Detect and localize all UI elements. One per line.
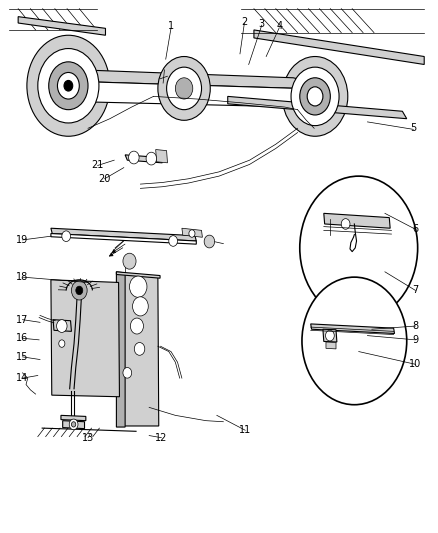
Polygon shape [63,421,85,429]
Text: 7: 7 [412,286,419,295]
Circle shape [71,422,76,427]
Circle shape [169,236,177,246]
Circle shape [129,151,139,164]
Text: 12: 12 [155,433,168,443]
Circle shape [300,176,418,320]
Text: 19: 19 [16,235,28,245]
Polygon shape [61,415,86,421]
Polygon shape [51,233,196,244]
Circle shape [49,62,88,110]
Text: 14: 14 [16,373,28,383]
Text: 4: 4 [276,21,283,31]
Polygon shape [79,70,315,88]
Circle shape [38,49,99,123]
Polygon shape [155,150,167,163]
Circle shape [175,78,193,99]
Text: 10: 10 [410,359,422,369]
Circle shape [325,330,334,341]
Circle shape [59,340,65,348]
Circle shape [307,87,323,106]
Polygon shape [311,324,395,334]
Polygon shape [117,272,160,278]
Polygon shape [254,30,424,64]
Polygon shape [117,272,125,427]
Circle shape [62,231,71,241]
Polygon shape [228,96,407,119]
Circle shape [341,219,350,229]
Polygon shape [123,274,159,426]
Polygon shape [51,280,120,397]
Text: 13: 13 [82,433,94,443]
Text: 1: 1 [168,21,174,31]
Circle shape [146,152,156,165]
Polygon shape [51,228,196,241]
Circle shape [302,277,407,405]
Circle shape [71,281,87,300]
Text: 20: 20 [99,174,111,184]
Text: 8: 8 [413,321,419,331]
Circle shape [133,297,148,316]
Circle shape [131,318,144,334]
Text: 2: 2 [241,17,247,27]
Polygon shape [323,329,337,342]
Circle shape [300,78,330,115]
Text: 5: 5 [410,123,417,133]
Circle shape [76,286,83,295]
Polygon shape [326,342,336,349]
Text: 6: 6 [413,224,419,235]
Text: 21: 21 [92,160,104,171]
Polygon shape [324,213,390,228]
Circle shape [57,72,79,99]
Circle shape [291,67,339,126]
Polygon shape [53,320,71,332]
Circle shape [158,56,210,120]
Text: 3: 3 [259,19,265,29]
Text: 11: 11 [239,425,251,435]
Polygon shape [79,82,297,107]
Text: 9: 9 [413,335,419,345]
Circle shape [123,253,136,269]
Circle shape [166,67,201,110]
Polygon shape [182,228,202,237]
Circle shape [123,368,132,378]
Circle shape [64,80,73,91]
Circle shape [69,419,78,430]
Text: 15: 15 [16,352,29,362]
Text: 18: 18 [16,272,28,282]
Polygon shape [18,17,106,35]
Circle shape [27,35,110,136]
Circle shape [283,56,348,136]
Text: 16: 16 [16,333,28,343]
Circle shape [57,320,67,333]
Circle shape [189,230,195,237]
Circle shape [130,276,147,297]
Circle shape [204,235,215,248]
Text: 17: 17 [16,314,29,325]
Circle shape [134,343,145,356]
Polygon shape [125,155,162,163]
